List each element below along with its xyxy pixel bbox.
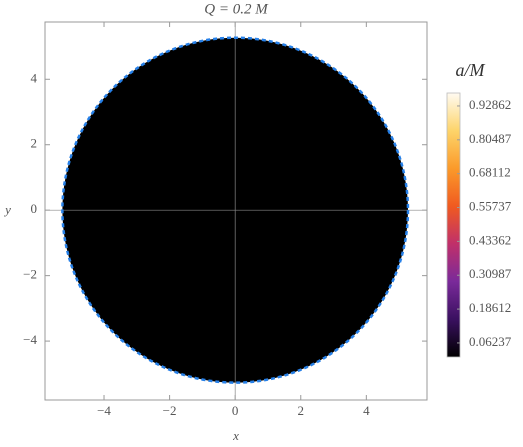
y-tick-label: 4	[31, 70, 38, 85]
colorbar-tick-label: 0.68112	[469, 165, 511, 180]
colorbar-tick-label: 0.92862	[469, 97, 511, 112]
plot-frame	[44, 21, 428, 401]
y-tick-label: 2	[31, 136, 38, 151]
y-tick-label: 0	[31, 201, 38, 216]
y-tick-label: −4	[23, 332, 37, 347]
colorbar	[446, 92, 461, 358]
colorbar-tick-label: 0.06237	[469, 334, 512, 349]
colorbar-tick-label: 0.80487	[469, 131, 512, 146]
colorbar-tick-label: 0.43362	[469, 232, 511, 247]
x-tick-label: −2	[163, 403, 177, 418]
colorbar-tick-label: 0.30987	[469, 266, 512, 281]
colorbar-tick-label: 0.18612	[469, 300, 511, 315]
x-tick-label: −4	[97, 403, 111, 418]
shadow-edge	[61, 36, 410, 384]
y-axis-label: y	[3, 202, 11, 217]
x-tick-label: 2	[298, 403, 305, 418]
x-tick-label: 0	[232, 403, 239, 418]
colorbar-tick-label: 0.55737	[469, 199, 512, 214]
y-tick-label: −2	[23, 267, 37, 282]
x-axis-label: x	[232, 428, 239, 443]
colorbar-title: a/M	[456, 60, 486, 80]
x-tick-label: 4	[363, 403, 370, 418]
chart-title: Q = 0.2 M	[204, 1, 269, 17]
